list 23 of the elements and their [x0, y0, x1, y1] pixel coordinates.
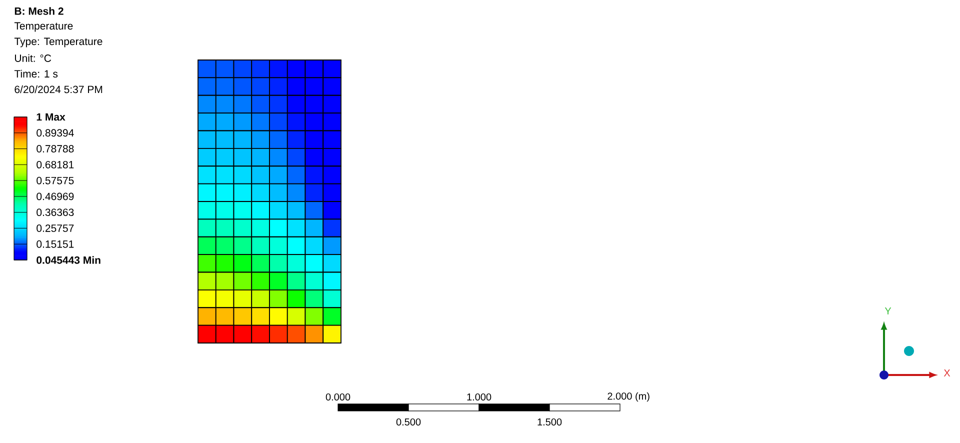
color-bar-label: 0.89394: [36, 129, 74, 137]
color-bar-label: 0.045443 Min: [36, 256, 100, 264]
color-bar-label: 0.57575: [36, 176, 74, 184]
color-bar-label: 0.25757: [36, 224, 74, 232]
text: Unit: °C: [15, 54, 52, 62]
text: 6/20/2024 5:37 PM: [14, 85, 102, 94]
text: X: [944, 370, 950, 376]
text: Type: Temperature: [14, 38, 102, 48]
color-bar-label: 0.68181: [36, 160, 74, 168]
text: 0.500: [396, 418, 421, 426]
color-bar-label: 0.78788: [36, 145, 74, 152]
color-bar-label: 1 Max: [36, 113, 66, 121]
color-bar-label: 0.46969: [36, 192, 74, 200]
color-bar-label: 0.15151: [36, 240, 74, 248]
text: Temperature: [14, 22, 73, 32]
text: Time: 1 s: [14, 70, 58, 78]
text: 1.000: [467, 393, 492, 401]
text: 2.000 (m): [608, 392, 650, 402]
text: 1.500: [538, 418, 562, 426]
color-bar-label: 0.36363: [36, 208, 74, 216]
text: B: Mesh 2: [14, 7, 64, 15]
text: 0.000: [326, 393, 350, 401]
text: Y: [884, 308, 892, 314]
